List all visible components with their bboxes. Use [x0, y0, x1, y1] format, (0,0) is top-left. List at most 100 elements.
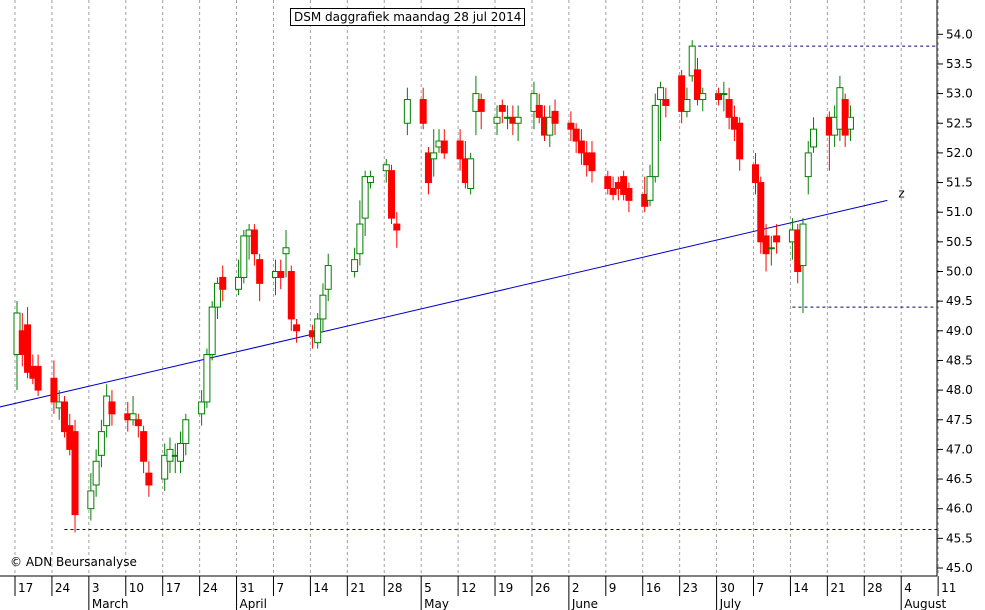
y-tick-label: 52.0: [946, 146, 973, 160]
x-tick-label: 7: [757, 581, 765, 595]
candle-body-up: [366, 176, 374, 184]
candles: [13, 40, 854, 533]
candle-body-down: [604, 176, 612, 189]
candle-body-down: [256, 259, 264, 284]
y-tick-label: 45.5: [946, 531, 973, 545]
x-tick-label: 12: [461, 581, 476, 595]
candle-body-up: [467, 158, 475, 189]
x-tick-label: 14: [793, 581, 808, 595]
candle-body-up: [208, 306, 216, 356]
candle-body-down: [250, 229, 258, 255]
candle-body-down: [715, 93, 723, 101]
y-tick-label: 51.0: [946, 205, 973, 219]
candle-body-up: [319, 294, 327, 320]
candle-body-up: [97, 431, 105, 456]
candle-body-up: [530, 93, 538, 112]
candle-body-up: [804, 152, 812, 178]
candle-body-down: [572, 128, 580, 142]
trendline-segment: [0, 199, 888, 408]
candle-body-down: [752, 164, 759, 184]
month-label: June: [571, 597, 598, 610]
candle-body-up: [403, 99, 411, 124]
candle-body-down: [567, 122, 575, 130]
candle-body-down: [588, 152, 596, 172]
candle-body-up: [198, 401, 206, 415]
chart-title: DSM daggrafiek maandag 28 jul 2014: [290, 8, 526, 26]
candle-body-up: [657, 87, 665, 101]
candle-body-down: [609, 187, 617, 195]
candle-body-up: [683, 99, 691, 112]
y-tick-label: 53.0: [946, 87, 973, 101]
candle-body-down: [620, 176, 628, 195]
candle-body-down: [662, 99, 670, 106]
month-label: July: [719, 597, 742, 610]
candle-body-down: [424, 152, 432, 184]
candle-body-down: [757, 182, 765, 243]
y-tick-label: 53.5: [946, 57, 973, 71]
candle-body-down: [108, 401, 116, 415]
candle-body-down: [24, 324, 32, 373]
candle-body-up: [699, 93, 707, 101]
y-tick-label: 52.5: [946, 116, 973, 130]
candle-body-up: [799, 223, 807, 267]
y-tick-label: 47.0: [946, 442, 973, 456]
x-tick-label: 31: [240, 581, 255, 595]
candle-body-down: [577, 140, 585, 154]
candle-body-down: [551, 110, 559, 124]
x-tick-label: 28: [387, 581, 402, 595]
x-tick-label: 19: [498, 581, 513, 595]
y-tick-label: 54.0: [946, 27, 973, 41]
candle-body-up: [240, 235, 248, 278]
candle-body-up: [514, 116, 522, 124]
candle-body-down: [287, 271, 295, 320]
y-tick-label: 50.5: [946, 235, 973, 249]
y-tick-label: 45.0: [946, 561, 973, 575]
x-tick-label: 26: [535, 581, 550, 595]
candle-body-down: [762, 235, 770, 255]
candle-body-up: [688, 45, 696, 77]
candle-body-down: [388, 170, 396, 219]
candle-body-down: [34, 365, 42, 391]
candle-body-down: [535, 104, 543, 118]
y-tick-label: 51.5: [946, 176, 973, 190]
candle-body-down: [736, 122, 744, 160]
y-tick-label: 49.5: [946, 294, 973, 308]
candle-body-up: [356, 223, 364, 255]
month-label: April: [240, 597, 267, 610]
candle-body-down: [498, 104, 506, 112]
x-tick-label: 23: [683, 581, 698, 595]
x-tick-label: 3: [92, 581, 100, 595]
candle-body-down: [134, 419, 142, 427]
x-tick-label: 7: [276, 581, 284, 595]
candle-body-up: [720, 93, 728, 96]
candle-body-down: [60, 401, 68, 433]
x-tick-label: 24: [203, 581, 218, 595]
x-tick-label: 16: [646, 581, 661, 595]
candle-body-down: [277, 271, 285, 278]
candle-body-down: [725, 99, 733, 118]
candle-body-up: [810, 128, 818, 148]
candle-body-up: [361, 176, 369, 219]
y-tick-label: 50.0: [946, 265, 973, 279]
candle-body-up: [546, 116, 554, 136]
candle-body-down: [419, 99, 427, 124]
y-tick-label: 46.5: [946, 472, 973, 486]
candle-body-down: [477, 99, 485, 112]
candle-body-down: [693, 69, 701, 101]
y-tick-label: 49.0: [946, 324, 973, 338]
candle-body-down: [456, 140, 464, 160]
x-tick-label: 28: [867, 581, 882, 595]
candle-body-up: [92, 460, 100, 486]
month-label: March: [92, 597, 129, 610]
candle-body-down: [773, 235, 781, 243]
candle-body-up: [767, 247, 775, 250]
y-tick-label: 46.0: [946, 502, 973, 516]
candle-body-down: [140, 431, 148, 462]
x-tick-label: 21: [350, 581, 365, 595]
y-tick-label: 47.5: [946, 413, 973, 427]
candle-body-up: [87, 490, 95, 510]
x-tick-label: 14: [313, 581, 328, 595]
x-tick-label: 9: [609, 581, 617, 595]
x-tick-label: 10: [129, 581, 144, 595]
